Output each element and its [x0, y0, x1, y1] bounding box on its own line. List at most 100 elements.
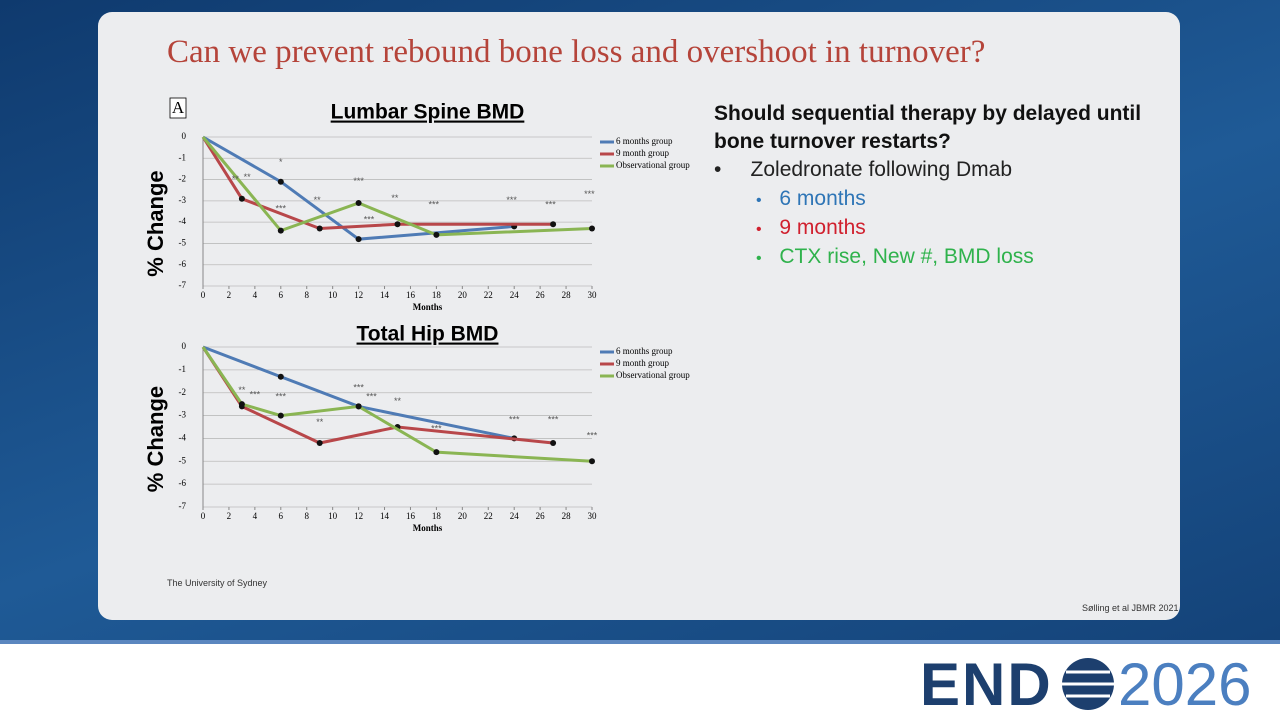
point	[433, 231, 440, 238]
heading: Should sequential therapy by delayed unt…	[714, 102, 1142, 153]
y-tick-label: -1	[179, 152, 187, 162]
x-tick-label: 6	[279, 290, 284, 300]
y-tick-label: -5	[179, 455, 187, 465]
x-tick-label: 24	[510, 511, 520, 521]
x-tick-label: 10	[328, 290, 338, 300]
panel-label: A	[172, 98, 185, 117]
series-line	[201, 136, 554, 231]
annotation: **	[394, 396, 402, 406]
legend-label: 6 months group	[616, 346, 673, 356]
x-tick-label: 12	[354, 511, 363, 521]
y-tick-label: -3	[179, 410, 187, 420]
sub-bullet-text: CTX rise, New #, BMD loss	[779, 245, 1034, 268]
annotation: ***	[353, 176, 364, 186]
legend-label: 6 months group	[616, 136, 673, 146]
annotation: ***	[587, 431, 598, 441]
annotation: **	[391, 193, 399, 203]
y-tick-label: 0	[182, 341, 187, 351]
y-tick-label: 0	[182, 131, 187, 141]
annotation: **	[244, 172, 252, 182]
legend-label: 9 month group	[616, 358, 669, 368]
sub-bullet: • CTX rise, New #, BMD loss	[756, 245, 1034, 269]
x-tick-label: 30	[588, 511, 598, 521]
logo-right: 2026	[1118, 651, 1252, 718]
y-tick-label: -7	[179, 501, 187, 511]
point	[277, 412, 284, 419]
point	[277, 178, 284, 185]
y-tick-label: -2	[179, 174, 187, 184]
slide-card	[98, 12, 1180, 620]
y-tick-label: -1	[179, 364, 187, 374]
point	[238, 401, 245, 408]
annotation: ***	[353, 383, 364, 393]
x-tick-label: 16	[406, 511, 416, 521]
legend-label: 9 month group	[616, 148, 669, 158]
y-tick-label: -6	[179, 259, 187, 269]
annotation: ***	[250, 389, 261, 399]
point	[589, 225, 595, 232]
point	[238, 195, 245, 202]
bullet-text: Zoledronate following Dmab	[750, 158, 1013, 181]
x-tick-label: 6	[279, 511, 284, 521]
legend-label: Observational group	[616, 370, 690, 380]
citation: Sølling et al JBMR 2021	[1082, 603, 1179, 613]
x-tick-label: 10	[328, 511, 338, 521]
point	[355, 199, 362, 206]
x-axis-label: Months	[413, 523, 443, 533]
chart-title: Total Hip BMD	[357, 323, 499, 346]
logo-left: END	[920, 651, 1053, 718]
sub-bullet-text: 6 months	[779, 187, 866, 210]
legend-label: Observational group	[616, 160, 690, 170]
x-tick-label: 28	[562, 511, 572, 521]
x-tick-label: 26	[536, 290, 546, 300]
x-tick-label: 18	[432, 511, 442, 521]
sub-bullet: • 6 months	[756, 187, 866, 211]
x-tick-label: 18	[432, 290, 442, 300]
x-tick-label: 28	[562, 290, 572, 300]
y-axis-label: % Change	[143, 386, 168, 492]
point	[277, 373, 284, 380]
x-tick-label: 20	[458, 290, 468, 300]
annotation: ***	[276, 204, 287, 214]
point	[550, 440, 557, 446]
y-tick-label: -6	[179, 478, 187, 488]
logo-globe	[1062, 658, 1114, 710]
sub-bullet: • 9 months	[756, 216, 866, 240]
y-tick-label: -5	[179, 237, 187, 247]
x-tick-label: 4	[253, 511, 258, 521]
x-tick-label: 20	[458, 511, 468, 521]
annotation: ***	[431, 424, 442, 434]
point	[316, 440, 323, 446]
x-tick-label: 22	[484, 290, 493, 300]
y-tick-label: -7	[179, 280, 187, 290]
annotation: ***	[506, 195, 517, 205]
x-tick-label: 14	[380, 290, 390, 300]
annotation: **	[232, 174, 240, 184]
bullet: • Zoledronate following Dmab	[714, 158, 1012, 182]
x-axis-label: Months	[413, 302, 443, 312]
x-tick-label: 4	[253, 290, 258, 300]
annotation: ***	[276, 392, 287, 402]
slide-title: Can we prevent rebound bone loss and ove…	[167, 34, 986, 70]
annotation: ***	[548, 415, 559, 425]
sub-bullet-dot: •	[756, 192, 780, 209]
x-tick-label: 22	[484, 511, 493, 521]
x-tick-label: 12	[354, 290, 363, 300]
annotation: ***	[545, 199, 556, 209]
x-tick-label: 0	[201, 511, 206, 521]
annotation: **	[316, 417, 324, 427]
point	[277, 227, 284, 234]
x-tick-label: 14	[380, 511, 390, 521]
y-tick-label: -4	[179, 216, 187, 226]
panel-box	[169, 97, 187, 119]
annotation: ***	[429, 199, 440, 209]
sub-bullet-dot: •	[756, 221, 780, 238]
point	[433, 449, 440, 456]
annotation: ***	[366, 392, 377, 402]
x-tick-label: 8	[304, 290, 309, 300]
point	[589, 458, 595, 465]
series-line	[201, 136, 593, 237]
sub-bullet-text: 9 months	[779, 216, 866, 239]
bullet-dot: •	[714, 158, 751, 181]
x-tick-label: 0	[201, 290, 206, 300]
